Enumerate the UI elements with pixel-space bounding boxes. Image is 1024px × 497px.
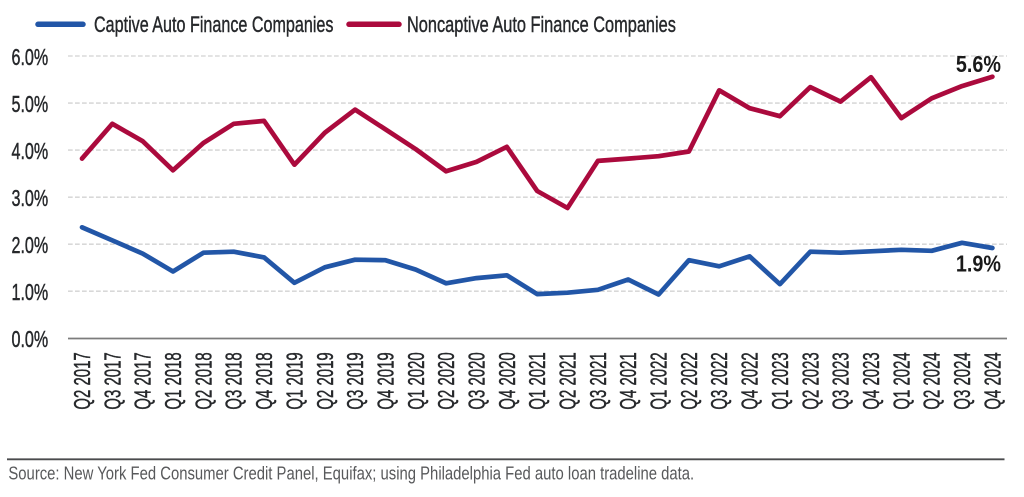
svg-text:Q3 2024: Q3 2024 <box>950 352 976 409</box>
svg-text:5.0%: 5.0% <box>12 92 49 117</box>
svg-text:Q4 2017: Q4 2017 <box>131 352 157 409</box>
svg-text:Q1 2022: Q1 2022 <box>646 352 672 409</box>
svg-text:Q2 2024: Q2 2024 <box>920 352 946 409</box>
svg-text:Q2 2018: Q2 2018 <box>191 352 217 409</box>
svg-text:Q2 2022: Q2 2022 <box>677 352 703 409</box>
svg-text:Q4 2021: Q4 2021 <box>616 352 642 409</box>
svg-text:Q4 2018: Q4 2018 <box>252 352 278 409</box>
svg-text:Q2 2019: Q2 2019 <box>313 352 339 409</box>
svg-text:Q3 2017: Q3 2017 <box>100 352 126 409</box>
svg-text:Q1 2020: Q1 2020 <box>404 352 430 409</box>
svg-text:Q1 2021: Q1 2021 <box>525 352 551 409</box>
svg-text:Q2 2023: Q2 2023 <box>798 352 824 409</box>
svg-text:Q2 2021: Q2 2021 <box>555 352 581 409</box>
svg-text:Q3 2020: Q3 2020 <box>464 352 490 409</box>
svg-text:Q3 2018: Q3 2018 <box>222 352 248 409</box>
svg-text:1.0%: 1.0% <box>12 280 49 305</box>
svg-text:Captive Auto Finance Companies: Captive Auto Finance Companies <box>94 14 333 38</box>
svg-text:Q3 2023: Q3 2023 <box>828 352 854 409</box>
svg-text:Q3 2019: Q3 2019 <box>343 352 369 409</box>
svg-text:Q1 2019: Q1 2019 <box>282 352 308 409</box>
svg-text:2.0%: 2.0% <box>12 233 49 258</box>
svg-text:0.0%: 0.0% <box>12 327 49 352</box>
svg-text:Q2 2020: Q2 2020 <box>434 352 460 409</box>
svg-text:Q1 2023: Q1 2023 <box>768 352 794 409</box>
svg-text:Q2 2017: Q2 2017 <box>70 352 96 409</box>
svg-text:Q3 2021: Q3 2021 <box>586 352 612 409</box>
svg-text:Q1 2024: Q1 2024 <box>889 352 915 409</box>
svg-text:Q4 2023: Q4 2023 <box>859 352 885 409</box>
svg-text:Q4 2022: Q4 2022 <box>737 352 763 409</box>
svg-text:6.0%: 6.0% <box>12 45 49 70</box>
svg-text:Noncaptive Auto Finance Compan: Noncaptive Auto Finance Companies <box>407 13 676 38</box>
svg-text:Q1 2018: Q1 2018 <box>161 352 187 409</box>
svg-text:Q4 2020: Q4 2020 <box>495 352 521 409</box>
svg-text:Q3 2022: Q3 2022 <box>707 352 733 409</box>
svg-text:5.6%: 5.6% <box>956 52 1001 78</box>
svg-text:Q4 2019: Q4 2019 <box>373 352 399 409</box>
svg-text:Source: New York Fed Consumer: Source: New York Fed Consumer Credit Pan… <box>8 463 694 484</box>
svg-text:1.9%: 1.9% <box>956 251 1001 277</box>
svg-text:3.0%: 3.0% <box>12 186 49 211</box>
svg-text:Q4 2024: Q4 2024 <box>980 352 1006 409</box>
svg-text:4.0%: 4.0% <box>12 139 49 164</box>
